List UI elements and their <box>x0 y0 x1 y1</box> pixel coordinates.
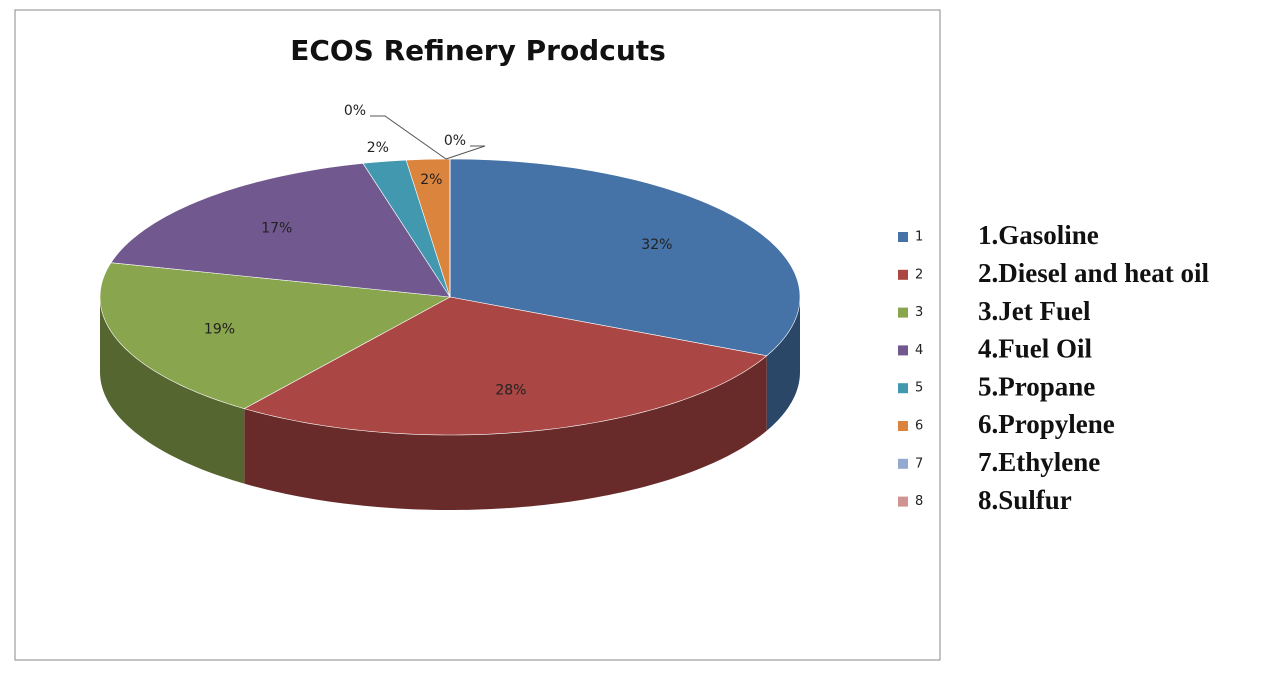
leader-line <box>445 145 486 160</box>
legend-label: 8 <box>915 494 923 509</box>
product-name: 4.Fuel Oil <box>978 334 1092 364</box>
legend-swatch <box>898 458 908 469</box>
data-label: 19% <box>204 322 235 338</box>
legend-label: 4 <box>915 343 923 358</box>
data-label: 28% <box>495 383 526 399</box>
slice <box>449 158 801 357</box>
legend-label: 6 <box>915 419 923 434</box>
legend-label: 7 <box>915 456 923 471</box>
slice <box>362 159 451 298</box>
legend-label: 1 <box>915 230 923 245</box>
slice <box>110 163 451 298</box>
leader-line <box>370 115 447 160</box>
legend-label: 2 <box>915 267 923 282</box>
data-label: 32% <box>641 237 672 253</box>
legend-swatch <box>898 232 908 242</box>
legend-swatch <box>898 307 908 318</box>
data-label: 2% <box>367 140 389 156</box>
legend-label: 3 <box>915 305 923 320</box>
data-label: 2% <box>420 172 442 188</box>
slice <box>243 296 768 436</box>
legend-label: 5 <box>915 381 923 396</box>
legend-swatch <box>898 383 908 394</box>
product-name: 1.Gasoline <box>978 220 1099 250</box>
product-name: 5.Propane <box>978 371 1095 401</box>
slice <box>99 262 451 409</box>
product-name: 3.Jet Fuel <box>978 296 1091 326</box>
legend-swatch <box>898 269 908 280</box>
chart-title: ECOS Refinery Prodcuts <box>290 34 666 67</box>
slice-side <box>100 297 245 484</box>
data-label: 17% <box>261 221 292 237</box>
data-label: 0% <box>344 103 366 119</box>
legend-swatch <box>898 496 908 507</box>
slice-side <box>244 355 767 510</box>
product-name: 7.Ethylene <box>978 447 1100 477</box>
slice-side <box>766 297 800 431</box>
product-name: 6.Propylene <box>978 409 1115 439</box>
legend-swatch <box>898 421 908 431</box>
product-name: 8.Sulfur <box>978 485 1072 515</box>
product-name: 2.Diesel and heat oil <box>978 258 1210 288</box>
legend-swatch <box>898 345 908 356</box>
data-label: 0% <box>444 133 466 149</box>
